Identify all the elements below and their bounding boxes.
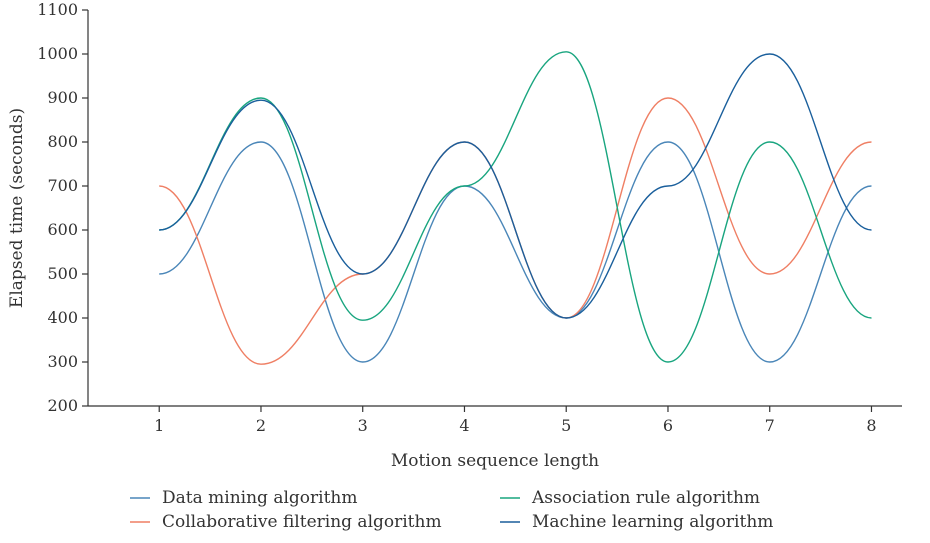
series-line-4: [159, 53, 872, 319]
y-tick-label: 600: [47, 220, 78, 239]
y-tick-label: 500: [47, 264, 78, 283]
legend-item-3: Association rule algorithm: [500, 488, 760, 508]
legend: Data mining algorithm Collaborative filte…: [130, 488, 773, 532]
x-tick-label: 2: [256, 416, 266, 435]
y-tick-label: 1100: [37, 0, 78, 19]
y-tick-label: 200: [47, 396, 78, 415]
series-line-3: [159, 51, 872, 363]
legend-label: Machine learning algorithm: [532, 512, 773, 532]
x-tick-label: 6: [663, 416, 673, 435]
x-axis: 1 2 3 4 5 6 7 8: [88, 405, 902, 435]
y-tick-label: 800: [47, 132, 78, 151]
y-tick-label: 400: [47, 308, 78, 327]
x-tick-label: 7: [765, 416, 775, 435]
y-tick-label: 900: [47, 88, 78, 107]
legend-item-1: Data mining algorithm: [130, 488, 357, 508]
x-axis-label: Motion sequence length: [391, 451, 599, 471]
x-tick-label: 3: [358, 416, 368, 435]
legend-item-2: Collaborative filtering algorithm: [130, 512, 442, 532]
legend-item-4: Machine learning algorithm: [500, 512, 773, 532]
x-tick-label: 4: [459, 416, 469, 435]
legend-label: Association rule algorithm: [531, 488, 760, 508]
legend-label: Data mining algorithm: [162, 488, 357, 508]
series-lines: [159, 51, 872, 365]
series-line-1: [159, 141, 872, 363]
y-axis: 200 300 400 500 600 700 800 900 1000 1100: [37, 0, 89, 415]
y-tick-label: 1000: [37, 44, 78, 63]
y-tick-label: 700: [47, 176, 78, 195]
x-tick-label: 1: [154, 416, 164, 435]
y-axis-label: Elapsed time (seconds): [7, 108, 27, 308]
y-tick-label: 300: [47, 352, 78, 371]
legend-label: Collaborative filtering algorithm: [162, 512, 442, 532]
x-tick-label: 5: [561, 416, 571, 435]
x-tick-label: 8: [866, 416, 876, 435]
